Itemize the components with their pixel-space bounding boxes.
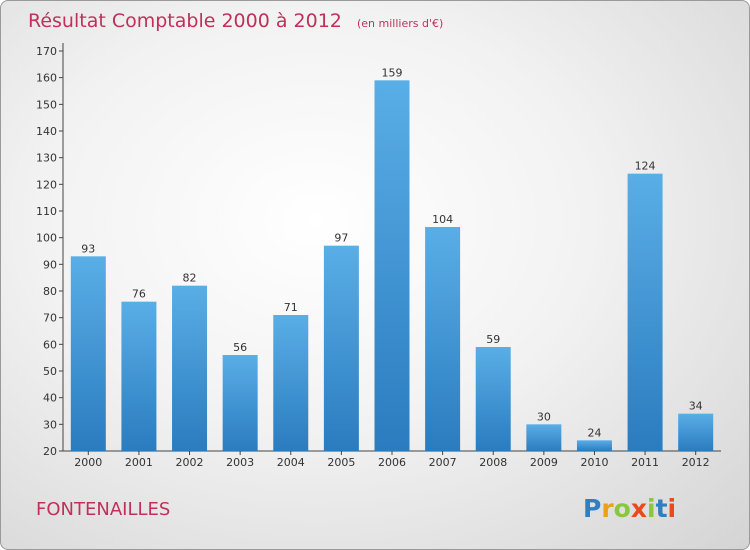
x-tick-label: 2000 bbox=[74, 456, 102, 469]
bar bbox=[222, 355, 258, 451]
y-tick-label: 120 bbox=[36, 178, 57, 191]
logo-letter: t bbox=[656, 494, 668, 523]
y-tick-label: 20 bbox=[43, 445, 57, 458]
y-tick-label: 70 bbox=[43, 312, 57, 325]
bar bbox=[475, 347, 511, 451]
bar-value-label: 159 bbox=[382, 66, 403, 79]
bar bbox=[273, 315, 309, 451]
bar-value-label: 124 bbox=[635, 160, 656, 173]
logo-letter: i bbox=[668, 494, 677, 523]
logo-letter: o bbox=[614, 494, 631, 523]
y-tick-label: 40 bbox=[43, 392, 57, 405]
x-tick-label: 2007 bbox=[429, 456, 457, 469]
bar-value-label: 104 bbox=[432, 213, 453, 226]
bar-value-label: 76 bbox=[132, 288, 146, 301]
y-tick-label: 30 bbox=[43, 418, 57, 431]
bar bbox=[323, 245, 359, 451]
x-tick-label: 2010 bbox=[580, 456, 608, 469]
bar-value-label: 59 bbox=[486, 333, 500, 346]
bar-value-label: 71 bbox=[284, 301, 298, 314]
bar bbox=[526, 424, 562, 451]
x-tick-label: 2002 bbox=[176, 456, 204, 469]
logo-letter: i bbox=[647, 494, 656, 523]
bar-value-label: 93 bbox=[81, 242, 95, 255]
bar bbox=[576, 440, 612, 451]
x-tick-label: 2003 bbox=[226, 456, 254, 469]
bar-value-label: 34 bbox=[689, 400, 703, 413]
chart-title: Résultat Comptable 2000 à 2012 bbox=[28, 10, 342, 32]
x-tick-label: 2009 bbox=[530, 456, 558, 469]
logo-letter: x bbox=[631, 494, 647, 523]
x-tick-label: 2006 bbox=[378, 456, 406, 469]
x-tick-label: 2008 bbox=[479, 456, 507, 469]
y-tick-label: 90 bbox=[43, 258, 57, 271]
y-tick-label: 60 bbox=[43, 338, 57, 351]
bars: 93 76 82 56 71 97 159 104 59 30 24 124 34 bbox=[70, 66, 714, 451]
x-tick-label: 2005 bbox=[327, 456, 355, 469]
y-tick-label: 130 bbox=[36, 152, 57, 165]
y-tick-label: 100 bbox=[36, 232, 57, 245]
y-tick-label: 170 bbox=[36, 45, 57, 58]
chart-title-group: Résultat Comptable 2000 à 2012 (en milli… bbox=[28, 10, 443, 32]
y-tick-label: 150 bbox=[36, 98, 57, 111]
bar-value-label: 30 bbox=[537, 410, 551, 423]
bar bbox=[121, 301, 157, 451]
bar bbox=[678, 413, 714, 451]
y-tick-label: 110 bbox=[36, 205, 57, 218]
y-tick-label: 50 bbox=[43, 365, 57, 378]
place-name: FONTENAILLES bbox=[36, 499, 170, 520]
x-tick-label: 2004 bbox=[277, 456, 305, 469]
y-tick-label: 140 bbox=[36, 125, 57, 138]
x-tick-label: 2011 bbox=[631, 456, 659, 469]
bar-value-label: 24 bbox=[587, 426, 601, 439]
bar bbox=[70, 256, 106, 451]
logo-letter: P bbox=[583, 494, 601, 523]
y-tick-label: 160 bbox=[36, 72, 57, 85]
bar-value-label: 82 bbox=[183, 272, 197, 285]
bar-value-label: 97 bbox=[334, 232, 348, 245]
chart-subtitle: (en milliers d'€) bbox=[357, 17, 443, 30]
bar bbox=[627, 173, 663, 451]
x-tick-label: 2012 bbox=[682, 456, 710, 469]
proxiti-logo: Proxiti bbox=[583, 494, 676, 523]
bar-value-label: 56 bbox=[233, 341, 247, 354]
bar bbox=[172, 285, 208, 451]
x-tick-label: 2001 bbox=[125, 456, 153, 469]
y-tick-label: 80 bbox=[43, 285, 57, 298]
axes: 20 30 40 50 60 70 80 90 100 110 120 130 140 150 160 170… bbox=[36, 43, 721, 469]
bar bbox=[374, 80, 410, 451]
logo-letter: r bbox=[601, 494, 614, 523]
bar bbox=[425, 227, 461, 451]
